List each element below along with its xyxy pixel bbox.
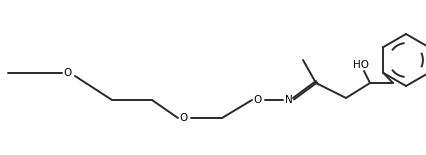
Text: N: N [285, 95, 293, 105]
Text: HO: HO [353, 60, 369, 70]
Text: O: O [180, 113, 188, 123]
Text: O: O [64, 68, 72, 78]
Text: O: O [254, 95, 262, 105]
